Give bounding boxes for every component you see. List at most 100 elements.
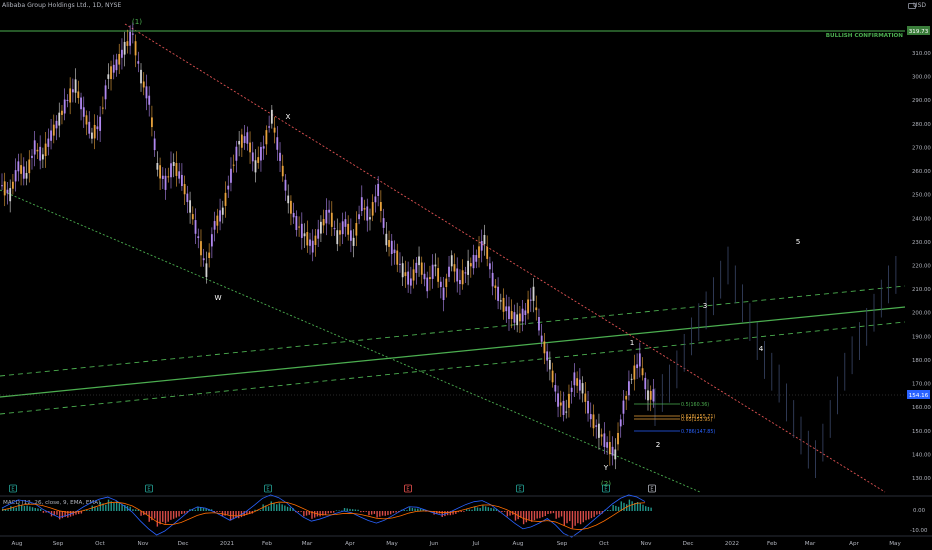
- macd-bar: [194, 509, 197, 511]
- macd-bar: [286, 506, 289, 511]
- wave-label: (2): [601, 479, 611, 488]
- candle-body: [50, 130, 52, 141]
- macd-bar: [129, 506, 131, 511]
- candle-body: [3, 181, 6, 196]
- macd-bar: [620, 501, 622, 511]
- macd-bar: [539, 511, 541, 519]
- candle-body: [110, 66, 112, 80]
- candle-body: [213, 221, 216, 230]
- macd-bar: [531, 511, 533, 522]
- candle-body: [227, 185, 230, 190]
- event-marker-box[interactable]: [516, 484, 524, 493]
- green-channel-lower: [0, 321, 906, 415]
- candle-body: [134, 41, 137, 56]
- candle-body: [295, 216, 298, 230]
- event-marker-box[interactable]: [9, 484, 17, 493]
- candle-body: [270, 109, 273, 124]
- candle-body: [393, 249, 396, 254]
- macd-bar: [650, 507, 652, 511]
- macd-bar: [357, 509, 359, 511]
- candle-body: [371, 202, 374, 216]
- candle-body: [521, 308, 524, 322]
- candle-body: [52, 124, 55, 136]
- macd-bar: [170, 511, 172, 520]
- candle-body: [494, 285, 497, 288]
- candle-body: [121, 49, 123, 58]
- event-marker[interactable]: E: [147, 487, 150, 493]
- wave-label: 1: [630, 338, 635, 347]
- candle-body: [230, 168, 232, 183]
- green-channel-upper: [0, 285, 906, 377]
- event-marker[interactable]: E: [11, 487, 14, 493]
- macd-bar: [362, 511, 365, 513]
- macd-bar: [197, 506, 199, 511]
- x-tick-label: Jul: [472, 541, 480, 547]
- candle-body: [459, 280, 461, 285]
- candle-body: [355, 223, 358, 236]
- macd-bar: [37, 508, 39, 511]
- macd-bar: [471, 509, 473, 511]
- candle-body: [80, 97, 82, 110]
- settings-icon[interactable]: [908, 3, 916, 9]
- macd-bar: [520, 511, 522, 518]
- macd-bar: [58, 511, 61, 520]
- candle-body: [238, 141, 241, 145]
- candle-body: [619, 419, 622, 427]
- event-marker[interactable]: E: [266, 487, 269, 493]
- candle-body: [573, 372, 576, 386]
- event-marker-box[interactable]: [264, 484, 272, 493]
- fib-levels: 0.5(160.36) 0.618(155.71)0.65(153.95) 0.78…: [634, 402, 715, 435]
- candle-body: [518, 313, 521, 322]
- wave-label: 2: [656, 440, 661, 449]
- event-marker-box[interactable]: [602, 484, 610, 493]
- y-tick-label: 180.00: [912, 358, 931, 364]
- macd-bar: [200, 507, 202, 511]
- macd-bar: [476, 507, 479, 511]
- event-marker-box[interactable]: [145, 484, 153, 493]
- macd-bar: [509, 511, 511, 516]
- macd-bar: [343, 508, 346, 511]
- macd-bar: [259, 510, 262, 511]
- candle-body: [14, 170, 17, 182]
- candle-body: [587, 400, 589, 414]
- candle-body: [390, 240, 393, 254]
- macd-bar: [381, 511, 384, 516]
- candle-body: [499, 300, 502, 302]
- macd-bar: [4, 508, 7, 511]
- candle-body: [249, 142, 251, 153]
- x-tick-label: Feb: [262, 541, 272, 547]
- candle-body: [191, 214, 194, 220]
- macd-bar: [436, 511, 438, 515]
- event-marker[interactable]: E: [650, 487, 653, 493]
- macd-bar: [582, 511, 584, 523]
- candle-body: [592, 414, 595, 429]
- macd-bar: [579, 511, 582, 525]
- macd-bar: [12, 506, 15, 511]
- candle-body: [156, 163, 159, 170]
- macd-bar: [338, 510, 340, 512]
- macd-bar: [468, 509, 471, 511]
- candle-body: [279, 152, 281, 161]
- macd-bar: [210, 509, 213, 511]
- event-marker[interactable]: E: [406, 487, 409, 493]
- candle-body: [529, 299, 532, 301]
- event-marker-box[interactable]: [404, 484, 412, 493]
- candle-body: [377, 183, 380, 196]
- macd-bar: [48, 511, 50, 513]
- macd-bar: [31, 507, 34, 511]
- event-marker-box[interactable]: [648, 484, 656, 493]
- candle-body: [437, 268, 440, 282]
- macd-bar: [636, 502, 639, 511]
- macd-bar: [341, 510, 343, 512]
- macd-bar: [419, 508, 422, 511]
- candle-body: [570, 387, 573, 392]
- macd-bar: [422, 509, 424, 511]
- macd-bar: [335, 510, 338, 511]
- candle-body: [93, 124, 96, 139]
- candle-body: [47, 138, 50, 147]
- candle-body: [178, 171, 181, 179]
- candle-body: [491, 272, 494, 287]
- event-marker[interactable]: E: [518, 487, 521, 493]
- event-marker[interactable]: E: [604, 487, 607, 493]
